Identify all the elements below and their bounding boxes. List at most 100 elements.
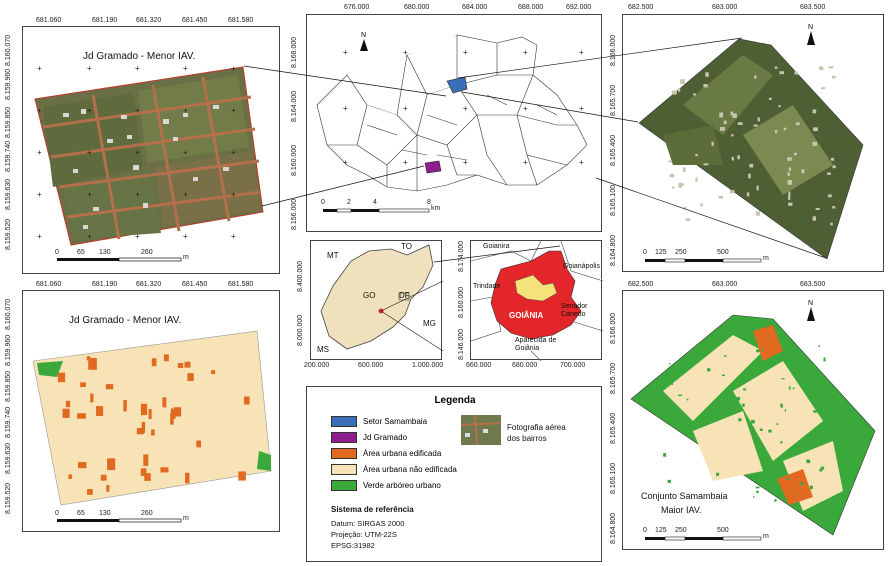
house [711,141,714,146]
north-arrow: N [807,300,815,321]
built-parcel [140,403,148,416]
jd-gramado-classified-canvas [32,330,272,523]
scale-unit: m [183,515,189,522]
metro-label-goiania: GOIÂNIA [509,311,544,320]
panel-metro-region: Goianira Goianápolis Trindade Senador Ca… [470,240,603,361]
graticule-cross: + [37,106,42,115]
graticule-cross: + [37,232,42,241]
scale-label-0: 0 [643,249,647,256]
tree-patch [678,394,682,397]
br-xtick-1: 683.000 [712,281,738,288]
tl-xtick-1: 681.190 [92,17,118,24]
metro-label-goianira: Goianira [483,243,510,250]
graticule-cross: + [231,190,236,199]
house [794,71,798,75]
tree-patch [774,499,777,502]
legend-label: Área urbana edificada [363,448,442,458]
scale-unit: m [763,533,769,540]
house [815,207,820,211]
house [678,88,681,92]
scale-label-2: 130 [99,249,111,256]
bl-xtick-2: 681.320 [136,281,162,288]
metro-label-goianapolis: Goianápolis [563,263,600,270]
state-label-mg: MG [423,319,436,328]
house [669,174,675,178]
panel-samambaia-photo: N 0 125 250 500 m [622,14,884,272]
scale-label-1: 125 [655,249,667,256]
house [668,160,672,163]
house [756,185,759,191]
tree-patch [761,347,763,352]
tree-patch [786,478,790,480]
graticule-cross: + [343,158,348,167]
legend-item-green: Verde arbóreo urbano [331,479,441,491]
built-parcel [90,393,94,403]
tl-xtick-2: 681.320 [136,17,162,24]
house [671,90,677,95]
tree-patch [799,374,801,376]
tc-xtick-1: 680.000 [404,4,430,11]
tree-patch [724,395,726,399]
built-parcel [123,400,127,412]
built-parcel [86,356,91,361]
tl-xtick-0: 681.060 [36,17,62,24]
house [730,111,734,116]
legend-photo-label-2: dos bairros [507,434,547,443]
metro-label-senador-canedo: Senador Canedo [561,303,588,318]
legend-item-samambaia: Setor Samambaia [331,415,427,427]
tree-patch [736,396,741,401]
legend-item-built: Área urbana edificada [331,447,441,459]
tree-patch [786,365,789,368]
tree-patch [756,349,760,353]
scale-unit: m [763,255,769,262]
tree-patch [759,428,763,431]
graticule-cross: + [87,148,92,157]
graticule-cross: + [87,190,92,199]
legend-label: Jd Gramado [363,432,408,442]
house [749,163,754,168]
house [812,109,817,114]
tree-patch [668,363,671,365]
tree-patch [663,453,667,457]
house [788,191,791,196]
house [827,172,831,175]
samambaia-photo-canvas: N [638,24,864,263]
tree-patch [792,387,795,390]
built-parcel [148,409,152,420]
br-ytick-0: 8.166.000 [610,312,617,344]
scale-label-2: 130 [99,510,111,517]
house [753,124,758,127]
house [830,157,835,161]
tl-ytick-5: 8.159.520 [5,218,12,250]
house [793,152,797,156]
house [778,105,781,108]
graticule-cross: + [135,64,140,73]
panel-title-line2: Maior IAV. [661,505,702,515]
legend-label: Área urbana não edificada [363,464,457,474]
house [732,113,737,119]
house [718,195,724,199]
tree-patch [751,419,755,424]
tl-xtick-4: 681.580 [228,17,254,24]
scale-label-0: 0 [321,199,325,206]
jd-gramado-photo-canvas: + + + + + + + + + + + + + + + + + + + + + + + + + [34,64,264,262]
panel-jd-gramado-photo: + + + + + + + + + + + + + + + + + + + + + + + + + Jd Gramado - M… [22,26,280,274]
house [755,211,760,216]
built-parcel [96,406,104,416]
br-ytick-4: 8.164.800 [610,512,617,544]
tree-patch [799,482,804,486]
built-parcel [107,458,116,471]
house [788,202,793,206]
panel-samambaia-classified: N Conjunto Samambaia Maior IAV. 0 125 25… [622,290,884,550]
tree-patch [809,485,813,490]
house [832,75,836,79]
tl-ytick-3: 8.159.740 [5,140,12,172]
house [729,190,735,194]
built-parcel [78,462,87,469]
north-arrow: N [807,24,815,45]
scale-label-0: 0 [643,527,647,534]
house [832,165,836,169]
tree-patch [828,438,830,440]
graticule-cross: + [135,190,140,199]
house [812,216,816,221]
